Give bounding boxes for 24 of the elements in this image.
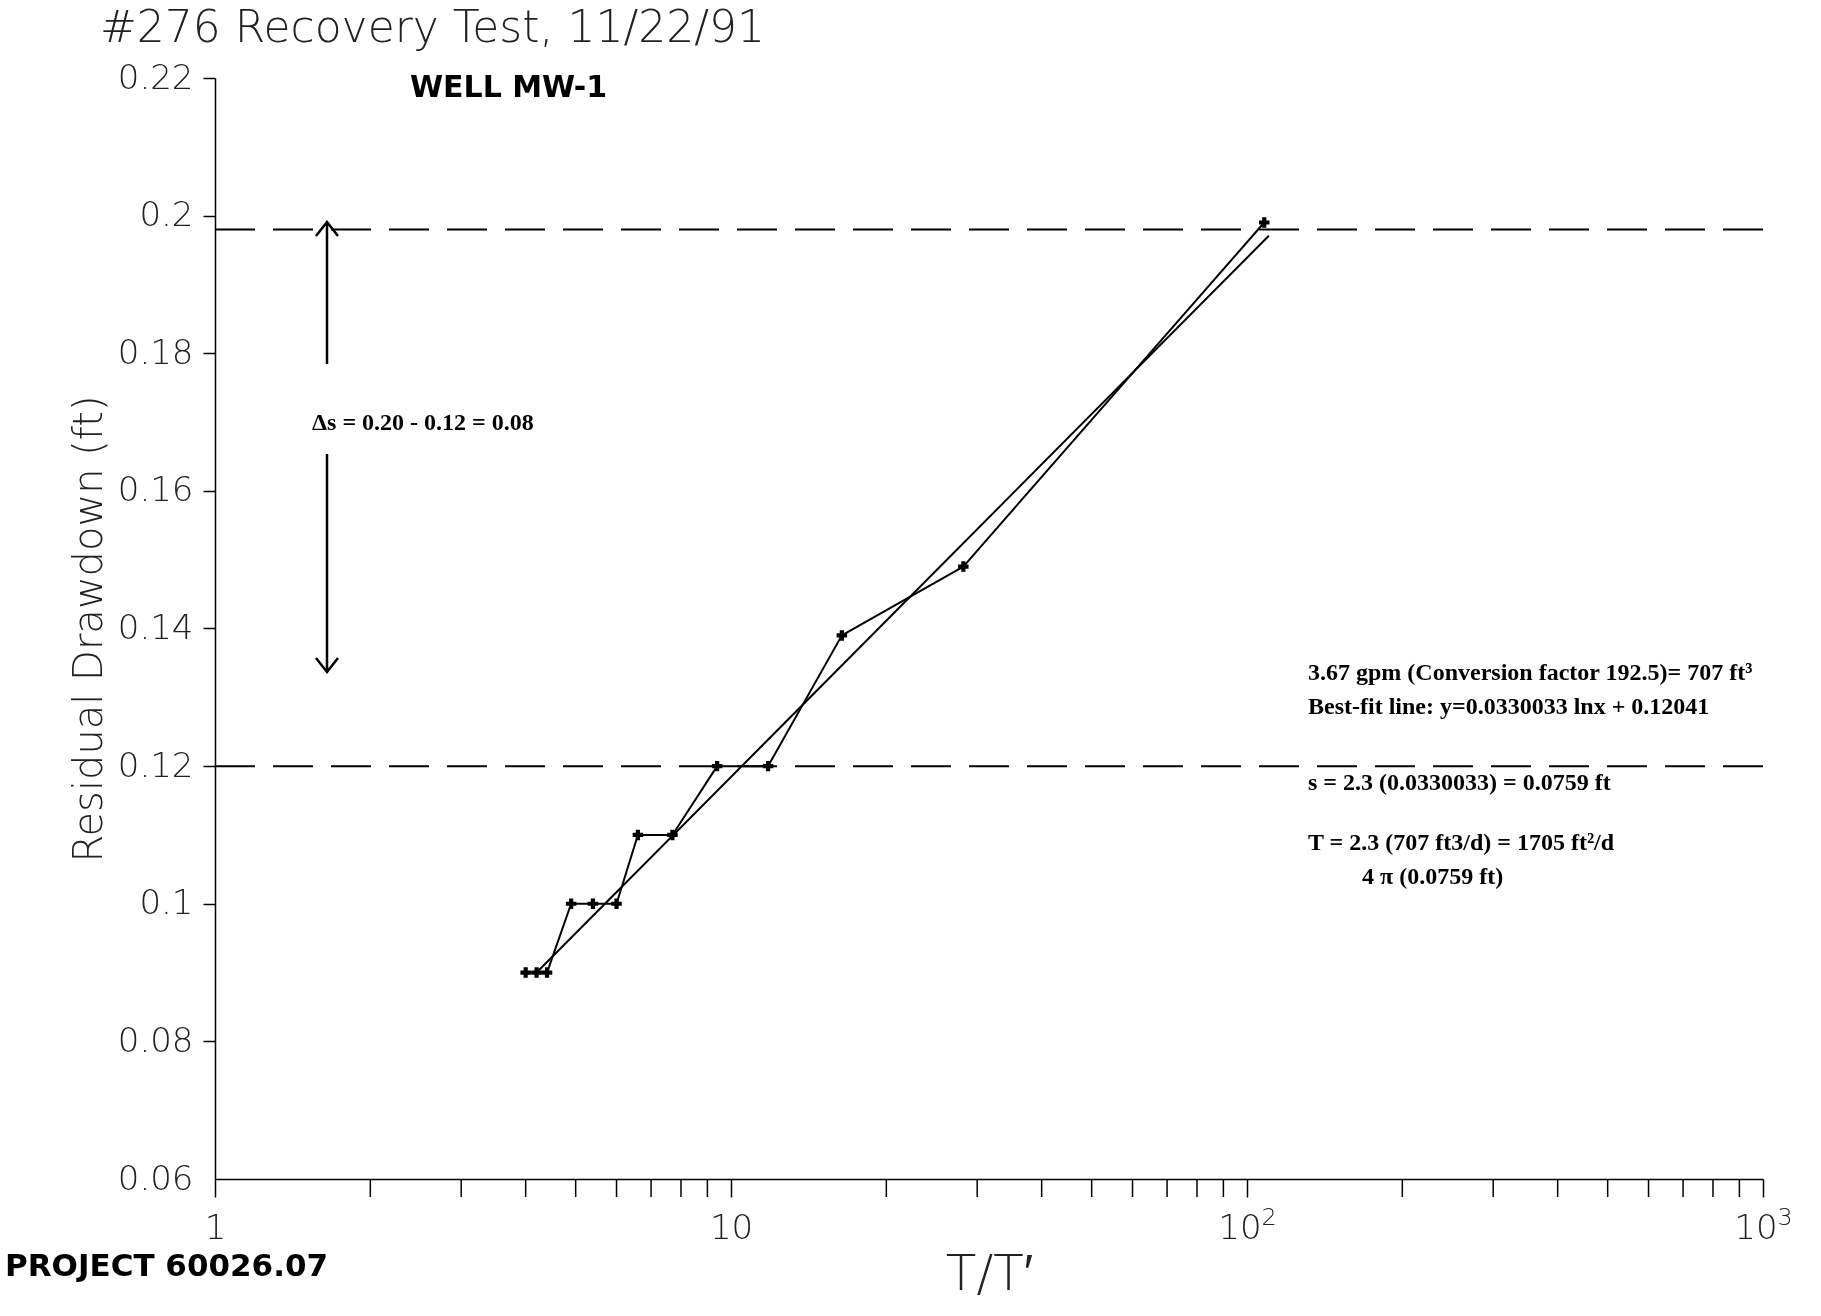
y-tick-label: 0.18 — [117, 331, 194, 372]
chart-subtitle: WELL MW-1 — [410, 69, 608, 104]
annotation: T = 2.3 (707 ft3/d) = 1705 ft²/d — [1308, 829, 1615, 855]
x-tick-label: 10$^{2}$ — [1218, 1202, 1277, 1247]
y-tick-label: 0.22 — [117, 56, 194, 97]
annotation: 4 π (0.0759 ft) — [1362, 863, 1504, 889]
annotation: Δs = 0.20 - 0.12 = 0.08 — [312, 409, 534, 435]
y-tick-label: 0.06 — [117, 1157, 194, 1198]
y-tick-label: 0.16 — [117, 469, 194, 510]
y-tick-label: 0.2 — [139, 194, 194, 235]
y-tick-label: 0.08 — [117, 1019, 194, 1060]
y-tick-label: 0.12 — [117, 744, 194, 785]
y-tick-label: 0.14 — [117, 607, 194, 647]
y-axis-title: Residual Drawdown (ft) — [64, 395, 111, 863]
x-axis-title: T/T′ — [945, 1243, 1034, 1302]
x-tick-label: 1 — [204, 1206, 227, 1247]
y-tick-label: 0.1 — [139, 882, 194, 923]
chart-title: #276 Recovery Test, 11/22/91 — [100, 1, 766, 52]
text: PROJECT 60026.07 — [5, 1247, 329, 1283]
annotation: s = 2.3 (0.0330033) = 0.0759 ft — [1308, 769, 1611, 795]
x-tick-label: 10$^{3}$ — [1734, 1202, 1793, 1247]
annotation: Best-fit line: y=0.0330033 lnx + 0.12041 — [1308, 693, 1710, 719]
annotation: 3.67 gpm (Conversion factor 192.5)= 707 ft³ — [1308, 659, 1753, 685]
x-tick-label: 10 — [709, 1206, 754, 1247]
